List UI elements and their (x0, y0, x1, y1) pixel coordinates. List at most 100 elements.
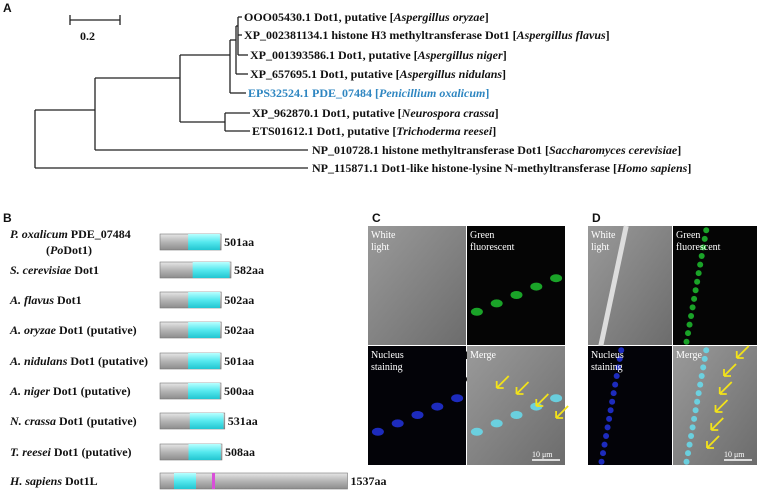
fluorescent-spot (701, 235, 708, 242)
scale-bar-label: 10 μm (532, 450, 553, 459)
fluorescent-spot (606, 415, 613, 422)
quadrant-label: Merge (470, 350, 496, 361)
protein-name: N. crassa Dot1 (putative) (9, 414, 137, 428)
protein-name: A. niger Dot1 (putative) (9, 384, 131, 398)
text-part: XP_962870.1 Dot1, putative [ (252, 106, 402, 120)
fluorescent-spot (695, 390, 702, 397)
fluorescent-spot (603, 433, 610, 439)
fluorescent-spot (490, 419, 503, 428)
fluorescent-spot (691, 415, 698, 422)
text-part: Trichoderma reesei (396, 124, 493, 138)
text-part: XP_001393586.1 Dot1, putative [ (250, 48, 418, 62)
leaf-label: NP_010728.1 histone methyltransferase Do… (312, 143, 681, 157)
fluorescent-spot (689, 424, 696, 431)
text-part: Dot1 (putative) (50, 384, 131, 398)
protein-name: (PoDot1) (46, 243, 92, 257)
fluorescent-spot (604, 424, 611, 431)
text-part: EPS32524.1 PDE_07484 [ (248, 86, 379, 100)
length-label: 500aa (224, 384, 254, 398)
dot1-domain (188, 353, 220, 369)
length-label: 502aa (224, 323, 254, 337)
dot1-domain (188, 322, 221, 338)
leaf-label: XP_002381134.1 histone H3 methyltransfer… (244, 28, 610, 42)
quadrant-label: Green (676, 230, 700, 241)
text-part: Dot1 (putative) (56, 323, 137, 337)
text-part: Saccharomyces cerevisiae (549, 143, 678, 157)
dot1-domain (188, 383, 220, 399)
fluorescent-spot (691, 295, 698, 302)
protein-name: A. flavus Dot1 (9, 293, 82, 307)
fluorescent-spot (490, 299, 503, 308)
text-part: ] (485, 10, 489, 24)
arrow (735, 345, 750, 359)
text-part: ] (503, 48, 507, 62)
fluorescent-spot (685, 330, 692, 337)
leaf-label: ETS01612.1 Dot1, putative [Trichoderma r… (252, 124, 496, 138)
panel-label: A (3, 1, 12, 15)
fluorescent-spot (598, 458, 605, 465)
quadrant-label: staining (371, 362, 403, 373)
fluorescent-spot (601, 441, 608, 448)
text-part: T. reesei (10, 445, 52, 459)
length-label: 531aa (228, 414, 258, 428)
fluorescent-spot (703, 347, 710, 354)
text-part: Aspergillus oryzae (393, 10, 486, 24)
text-part: A. oryzae (9, 323, 57, 337)
text-part: Aspergillus nidulans (399, 67, 503, 81)
fluorescent-spot (607, 407, 614, 414)
dot1-domain (189, 413, 224, 429)
quadrant-label: Nucleus (371, 350, 404, 361)
fluorescent-spot (550, 274, 563, 283)
fluorescent-spot (698, 373, 705, 379)
text-part: Homo sapiens (616, 161, 688, 175)
text-part: ] (677, 143, 681, 157)
fluorescent-spot (610, 390, 617, 397)
fluorescent-spot (701, 355, 708, 362)
text-part: Dot1 (putative) (67, 354, 148, 368)
fluorescent-spot (685, 450, 692, 457)
panel-label: D (592, 211, 601, 225)
fluorescent-spot (618, 347, 625, 354)
length-label: 501aa (224, 235, 254, 249)
text-part: Dot1L (62, 474, 98, 488)
text-part: Aspergillus niger (417, 48, 503, 62)
micrograph (467, 226, 565, 345)
text-part: NP_010728.1 histone methyltransferase Do… (312, 143, 549, 157)
micrograph (588, 226, 672, 345)
fluorescent-spot (695, 270, 702, 277)
leaf-label: NP_115871.1 Dot1-like histone-lysine N-m… (312, 161, 691, 175)
text-part: H. sapiens (9, 474, 62, 488)
fluorescent-spot (510, 291, 523, 299)
leaf-label: EPS32524.1 PDE_07484 [Penicillium oxalic… (248, 86, 489, 100)
fluorescent-spot (600, 450, 607, 457)
fluorescent-spot (613, 373, 620, 379)
text-part: P. oxalicum (10, 227, 68, 241)
quadrant-label: light (591, 242, 610, 253)
arrow (714, 399, 729, 413)
fluorescent-spot (692, 287, 699, 294)
fluorescent-spot (694, 398, 701, 405)
text-part: ] (492, 124, 496, 138)
protein-name: P. oxalicum PDE_07484 (10, 227, 131, 241)
fluorescent-spot (697, 261, 704, 268)
text-part: Dot1 (putative) (51, 445, 132, 459)
protein-name: A. nidulans Dot1 (putative) (9, 354, 148, 368)
text-part: ETS01612.1 Dot1, putative [ (252, 124, 396, 138)
arrow (723, 363, 737, 377)
text-part: Po (50, 243, 63, 257)
scale-bar-label: 10 μm (724, 450, 745, 459)
fluorescent-spot (698, 253, 705, 259)
scale-label: 0.2 (80, 29, 95, 43)
length-label: 502aa (224, 293, 254, 307)
text-part: N. crassa (9, 414, 56, 428)
fluorescent-spot (683, 338, 690, 345)
fluorescent-spot (371, 427, 384, 436)
fluorescent-spot (411, 411, 424, 419)
micrograph (368, 226, 466, 345)
protein-name: A. oryzae Dot1 (putative) (9, 323, 137, 337)
quadrant-label: staining (591, 362, 623, 373)
fluorescent-spot (612, 381, 619, 388)
text-part: A. nidulans (9, 354, 68, 368)
text-part: Neurospora crassa (401, 106, 495, 120)
text-part: Dot1 (putative) (56, 414, 137, 428)
